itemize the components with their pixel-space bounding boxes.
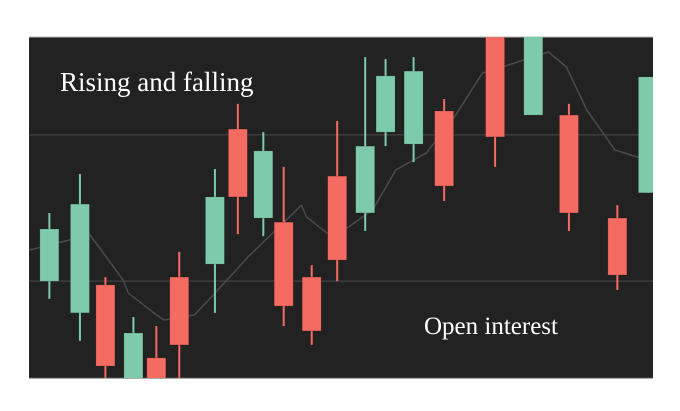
candle-body xyxy=(523,37,544,116)
annotation-rising-and-falling: Rising and falling xyxy=(60,67,253,97)
candle-body xyxy=(39,228,60,282)
candle-body xyxy=(434,110,454,187)
candle-body xyxy=(273,221,294,307)
candle-rising xyxy=(523,37,544,116)
candle-rising xyxy=(70,174,90,341)
candle-falling xyxy=(301,265,322,345)
candle-rising xyxy=(638,76,653,194)
candle-rising xyxy=(253,132,274,237)
candle-rising xyxy=(205,168,225,313)
candle-falling xyxy=(169,251,190,378)
candle-body xyxy=(228,128,248,198)
candle-body xyxy=(205,196,225,265)
annotation-open-interest: Open interest xyxy=(424,313,558,340)
candle-body xyxy=(301,276,322,332)
candle-falling xyxy=(559,103,579,232)
candle-falling xyxy=(228,103,248,235)
candle-rising xyxy=(355,57,375,232)
candle-rising xyxy=(403,57,424,163)
candle-body xyxy=(253,150,274,219)
candle-falling xyxy=(273,166,294,327)
candle-body xyxy=(355,145,375,214)
candle-body xyxy=(375,75,396,133)
candle-body xyxy=(95,284,116,367)
candle-rising xyxy=(375,59,396,147)
candle-rising xyxy=(123,316,144,378)
candle-body xyxy=(123,332,144,378)
candle-body xyxy=(638,76,653,194)
candle-rising xyxy=(39,212,60,299)
candle-body xyxy=(485,37,505,138)
candle-falling xyxy=(327,120,347,282)
candle-falling xyxy=(485,37,505,167)
candle-body xyxy=(169,276,190,346)
candle-body xyxy=(403,70,424,145)
candle-falling xyxy=(95,277,116,378)
candle-body xyxy=(146,357,167,378)
candle-falling xyxy=(607,205,628,291)
candle-falling xyxy=(146,326,167,378)
candle-body xyxy=(607,217,628,276)
candle-falling xyxy=(434,99,454,202)
candle-body xyxy=(559,114,579,214)
candle-body xyxy=(327,175,347,261)
candle-body xyxy=(70,203,90,314)
